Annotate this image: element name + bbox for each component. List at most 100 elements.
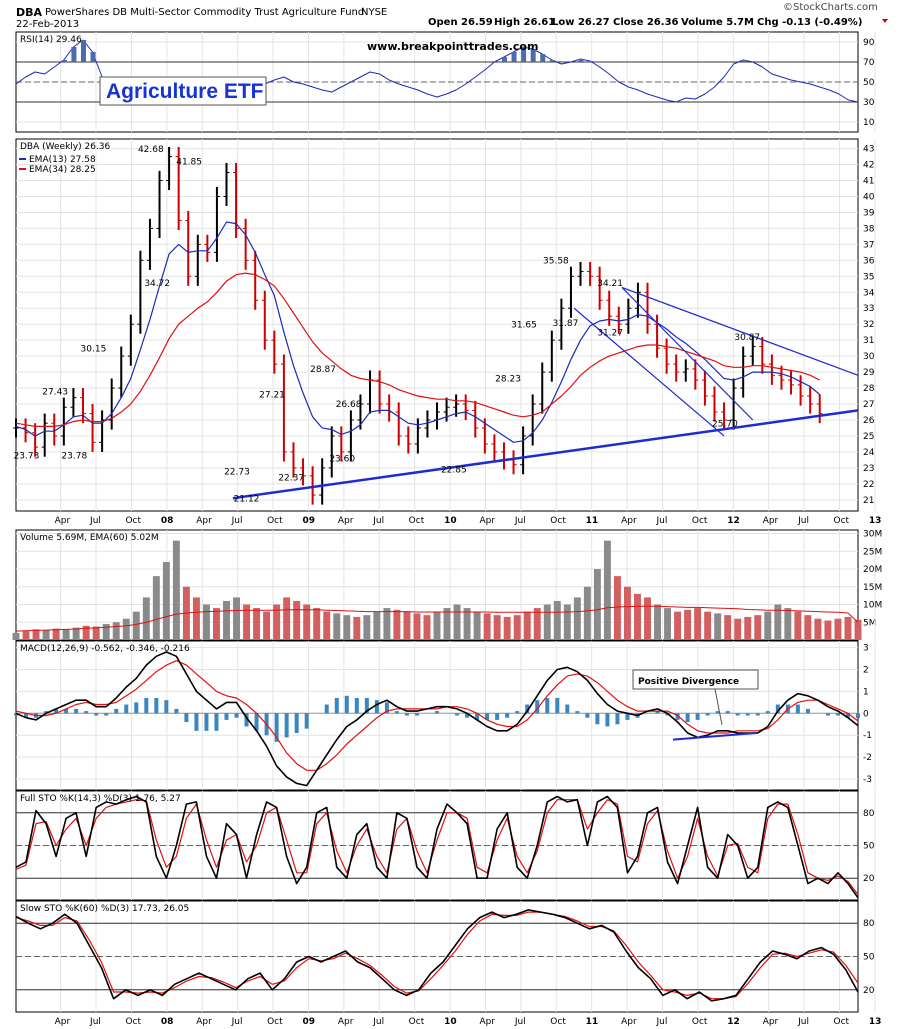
rsi-ytick-label: 30 <box>863 98 875 108</box>
macd-histogram-bar <box>214 713 219 731</box>
volume-bar <box>303 604 311 640</box>
volume-bar <box>333 613 341 640</box>
source-credit: ©StockCharts.com <box>783 2 878 13</box>
rsi-ytick-label: 90 <box>863 38 875 48</box>
macd-histogram-bar <box>705 713 710 716</box>
volume-bar <box>373 611 381 640</box>
x-axis-label: Oct <box>125 516 141 526</box>
resistance-trendline <box>621 286 859 376</box>
x-axis-label: Oct <box>692 1017 708 1027</box>
price-annotation: 41.85 <box>176 158 202 168</box>
divergence-callout-text: Positive Divergence <box>638 677 739 687</box>
x-axis-label: 13 <box>869 1017 882 1027</box>
macd-histogram-bar <box>575 711 580 714</box>
price-ytick-label: 37 <box>863 240 874 250</box>
volume-bar <box>112 622 120 640</box>
macd-histogram-bar <box>735 713 740 716</box>
rsi-overbought-fill <box>530 49 536 62</box>
volume-bar <box>593 569 601 640</box>
x-axis-label: Jul <box>797 516 809 526</box>
full_sto-ytick-label: 20 <box>863 874 875 884</box>
volume-bar <box>313 608 321 640</box>
x-axis-label: Apr <box>763 516 779 526</box>
volume-bar <box>704 611 712 640</box>
x-axis-label: Apr <box>196 516 212 526</box>
volume-bar <box>363 615 371 640</box>
change-value: Chg -0.13 (-0.49%) <box>757 17 862 28</box>
volume-panel-title: Volume 5.69M, EMA(60) 5.02M <box>20 533 159 543</box>
volume-bar <box>483 613 491 640</box>
volume-bar <box>543 604 551 640</box>
channel-line-upper <box>573 307 725 437</box>
volume-bar <box>172 540 180 640</box>
price-annotation: 34.21 <box>597 279 623 289</box>
price-ytick-label: 41 <box>863 177 874 187</box>
x-axis-label: Jul <box>514 1017 526 1027</box>
volume-bar <box>263 611 271 640</box>
volume-bar <box>834 618 842 640</box>
volume-bar <box>142 597 150 640</box>
macd-histogram-bar <box>745 713 750 716</box>
x-axis-label: Jul <box>231 1017 243 1027</box>
volume-ytick-label: 15M <box>863 583 882 593</box>
macd-histogram-bar <box>354 697 359 714</box>
volume-bar <box>72 627 80 640</box>
macd-histogram-bar <box>685 713 690 723</box>
price-ytick-label: 34 <box>863 288 875 298</box>
volume-bar <box>583 586 591 640</box>
slow_sto-ytick-label: 80 <box>863 919 875 929</box>
x-axis-label: Oct <box>834 516 850 526</box>
x-axis-label: Apr <box>196 1017 212 1027</box>
rsi-overbought-fill <box>521 47 527 62</box>
volume-bar <box>102 624 110 640</box>
x-axis-label: 12 <box>727 516 740 526</box>
rsi-overbought-fill <box>90 52 96 62</box>
macd-histogram-bar <box>184 713 189 723</box>
macd-histogram-bar <box>324 704 329 714</box>
macd-histogram-bar <box>334 697 339 714</box>
price-panel-title: DBA (Weekly) 26.36 <box>20 142 111 152</box>
macd-histogram-bar <box>14 713 18 716</box>
volume-bar <box>433 611 441 640</box>
volume-bar <box>233 597 240 640</box>
macd-ytick-label: -1 <box>863 731 872 741</box>
x-axis-label: Jul <box>231 516 243 526</box>
volume-bar <box>62 629 70 640</box>
slow_sto-k-line <box>15 909 859 1002</box>
volume-bar <box>223 600 230 640</box>
volume-bar <box>774 604 782 640</box>
x-axis-label: Apr <box>55 516 71 526</box>
volume-bar <box>623 586 631 640</box>
x-axis-label: Jul <box>89 516 101 526</box>
macd-histogram-bar <box>545 697 550 714</box>
macd-histogram-bar <box>795 704 800 714</box>
volume-bar <box>654 604 661 640</box>
price-annotation: 34.72 <box>144 279 170 289</box>
macd-histogram-bar <box>94 713 99 716</box>
price-annotation: 27.43 <box>42 387 68 397</box>
x-axis-label: Apr <box>479 516 495 526</box>
macd-histogram-bar <box>665 713 670 716</box>
volume-bar <box>764 611 772 640</box>
volume-bar <box>644 597 651 640</box>
x-axis-label: Jul <box>372 516 384 526</box>
full_sto-ytick-label: 50 <box>863 842 875 852</box>
volume-bar <box>202 604 210 640</box>
macd-panel-title: MACD(12,26,9) -0.562, -0.346, -0.216 <box>20 644 190 654</box>
volume-bar <box>754 615 762 640</box>
badge-text: Agriculture ETF <box>106 80 264 103</box>
volume-bar <box>674 611 682 640</box>
macd-histogram-bar <box>254 713 259 731</box>
rsi-ytick-label: 70 <box>863 58 875 68</box>
volume-bar <box>664 608 672 640</box>
price-ytick-label: 40 <box>863 192 875 202</box>
price-ytick-label: 21 <box>863 496 874 506</box>
x-axis-label: Jul <box>514 516 526 526</box>
legend-entry: EMA(34) 28.25 <box>29 165 96 175</box>
macd-histogram-bar <box>234 713 239 718</box>
channel-line-lower <box>621 287 754 421</box>
volume-bar <box>122 618 130 640</box>
macd-histogram-bar <box>124 704 129 714</box>
price-annotation: 31.65 <box>511 320 537 330</box>
volume-ytick-label: 25M <box>863 547 882 557</box>
